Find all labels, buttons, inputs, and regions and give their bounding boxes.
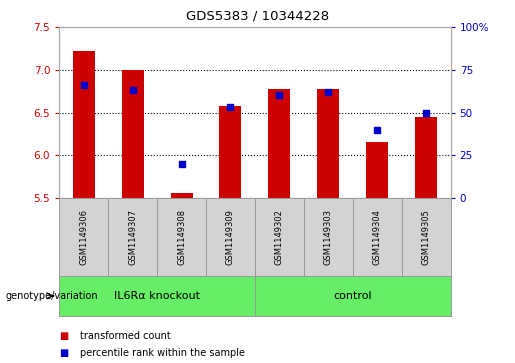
Text: GDS5383 / 10344228: GDS5383 / 10344228 [186, 9, 329, 22]
Text: ■: ■ [59, 331, 68, 341]
Point [324, 89, 333, 95]
Point [275, 93, 283, 98]
Bar [317, 89, 339, 198]
Text: GSM1149309: GSM1149309 [226, 209, 235, 265]
Text: transformed count: transformed count [80, 331, 170, 341]
Text: GSM1149303: GSM1149303 [324, 209, 333, 265]
Bar [122, 70, 144, 198]
Point [177, 161, 185, 167]
Text: percentile rank within the sample: percentile rank within the sample [80, 348, 245, 358]
Point [79, 82, 88, 88]
Point [129, 87, 137, 93]
Bar [73, 51, 95, 198]
Text: genotype/variation: genotype/variation [5, 291, 98, 301]
Bar [170, 193, 193, 198]
Text: IL6Rα knockout: IL6Rα knockout [114, 291, 200, 301]
Bar [415, 117, 437, 198]
Text: GSM1149302: GSM1149302 [275, 209, 284, 265]
Text: GSM1149306: GSM1149306 [79, 209, 88, 265]
Point [373, 127, 381, 132]
Text: GSM1149308: GSM1149308 [177, 209, 186, 265]
Point [422, 110, 430, 115]
Text: ■: ■ [59, 348, 68, 358]
Bar [366, 142, 388, 198]
Text: control: control [334, 291, 372, 301]
Bar [268, 89, 290, 198]
Text: GSM1149307: GSM1149307 [128, 209, 137, 265]
Text: GSM1149304: GSM1149304 [373, 209, 382, 265]
Point [226, 105, 234, 110]
Text: GSM1149305: GSM1149305 [422, 209, 431, 265]
Bar [219, 106, 242, 198]
